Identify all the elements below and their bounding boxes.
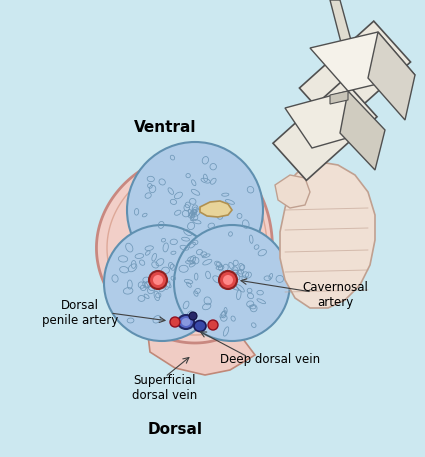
Circle shape xyxy=(170,317,180,327)
Circle shape xyxy=(174,225,290,341)
Polygon shape xyxy=(310,32,415,91)
Polygon shape xyxy=(200,201,232,217)
Polygon shape xyxy=(285,91,375,148)
Polygon shape xyxy=(330,91,348,104)
Circle shape xyxy=(223,275,233,285)
Circle shape xyxy=(104,225,220,341)
Circle shape xyxy=(219,271,237,289)
Ellipse shape xyxy=(181,318,190,326)
Text: Dorsal
penile artery: Dorsal penile artery xyxy=(42,299,118,327)
Polygon shape xyxy=(273,80,377,181)
Circle shape xyxy=(153,275,163,285)
Circle shape xyxy=(127,142,263,278)
Ellipse shape xyxy=(178,315,194,329)
Ellipse shape xyxy=(194,320,206,331)
Polygon shape xyxy=(330,0,355,58)
Text: Dorsal: Dorsal xyxy=(147,423,202,437)
Polygon shape xyxy=(148,320,255,375)
Circle shape xyxy=(149,271,167,289)
Text: Deep dorsal vein: Deep dorsal vein xyxy=(220,354,320,367)
Polygon shape xyxy=(300,21,411,129)
Text: Superficial
dorsal vein: Superficial dorsal vein xyxy=(132,374,198,402)
Text: Ventral: Ventral xyxy=(134,121,196,135)
Circle shape xyxy=(189,312,197,320)
Text: Cavernosal
artery: Cavernosal artery xyxy=(302,281,368,309)
Polygon shape xyxy=(280,162,375,308)
Polygon shape xyxy=(275,175,310,208)
Polygon shape xyxy=(368,32,415,120)
Polygon shape xyxy=(107,161,267,335)
Polygon shape xyxy=(96,153,272,343)
Circle shape xyxy=(208,320,218,330)
Polygon shape xyxy=(340,91,385,170)
